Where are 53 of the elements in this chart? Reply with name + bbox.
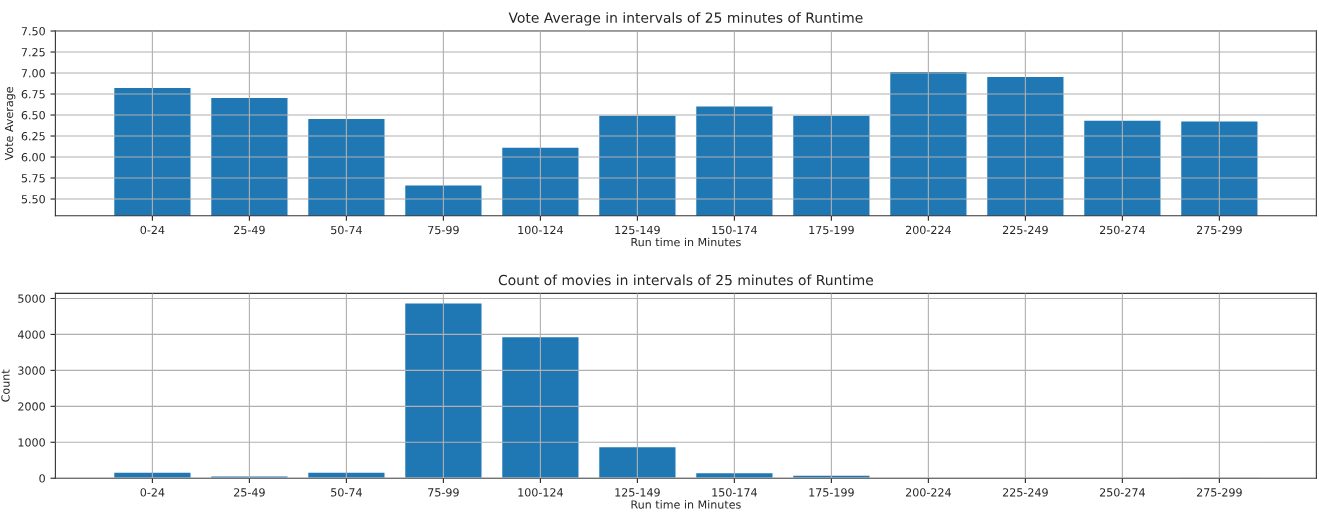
y-tick-label: 5.50 <box>21 194 45 204</box>
y-tick-label: 6.00 <box>21 152 45 162</box>
x-tick-label: 200-224 <box>905 225 951 235</box>
x-tick-label: 0-24 <box>140 225 165 235</box>
x-tick-label: 150-174 <box>712 488 757 497</box>
bar <box>597 445 677 479</box>
y-tick-label: 7.50 <box>21 26 45 36</box>
x-tick-label: 25-49 <box>234 225 265 235</box>
chart-title: Count of movies in intervals of 25 minutes of Runtime <box>498 274 874 286</box>
y-tick-label: 5.75 <box>21 174 45 183</box>
y-tick-label: 4000 <box>17 330 45 339</box>
y-axis-title: Vote Average <box>4 87 16 161</box>
x-tick-label: 50-74 <box>331 488 362 497</box>
x-tick-label: 150-174 <box>712 225 757 235</box>
x-tick-label: 275-299 <box>1196 225 1242 235</box>
y-tick-label: 0 <box>39 474 45 483</box>
x-tick-label: 175-199 <box>809 225 854 235</box>
x-tick-label: 50-74 <box>331 225 362 235</box>
y-tick-label: 2000 <box>18 402 45 411</box>
bar <box>791 474 871 479</box>
bar <box>403 302 483 479</box>
y-tick-label: 7.00 <box>21 68 45 78</box>
y-tick-label: 6.25 <box>21 131 45 141</box>
bar <box>209 475 289 479</box>
x-tick-label: 75-99 <box>428 225 459 235</box>
y-tick-label: 6.50 <box>21 110 45 120</box>
x-axis-title: Run time in Minutes <box>631 237 741 247</box>
x-axis-title: Run time in Minutes <box>631 500 741 509</box>
y-tick-label: 7.25 <box>21 47 45 57</box>
bar <box>112 471 192 479</box>
x-tick-label: 25-49 <box>234 488 265 497</box>
x-tick-label: 275-299 <box>1196 488 1242 497</box>
x-tick-label: 75-99 <box>428 488 459 497</box>
x-tick-label: 125-149 <box>615 225 660 235</box>
chart-title: Vote Average in intervals of 25 minutes of Runtime <box>508 12 863 26</box>
y-axis-title: Count <box>1 369 10 402</box>
x-tick-label: 250-274 <box>1099 488 1145 497</box>
x-tick-label: 250-274 <box>1099 225 1145 235</box>
y-tick-label: 5000 <box>18 294 45 303</box>
bar <box>500 335 580 479</box>
x-tick-label: 225-249 <box>1002 488 1048 497</box>
x-tick-label: 0-24 <box>140 488 165 497</box>
x-tick-label: 175-199 <box>809 488 854 497</box>
x-tick-label: 200-224 <box>905 488 951 497</box>
y-tick-label: 3000 <box>18 366 45 375</box>
x-tick-label: 100-124 <box>518 225 563 235</box>
bar <box>694 471 774 479</box>
y-tick-label: 1000 <box>18 438 45 447</box>
bar <box>306 471 386 479</box>
x-tick-label: 225-249 <box>1002 225 1048 235</box>
y-tick-label: 6.75 <box>21 89 45 99</box>
x-tick-label: 100-124 <box>518 488 563 497</box>
x-tick-label: 125-149 <box>615 488 660 497</box>
